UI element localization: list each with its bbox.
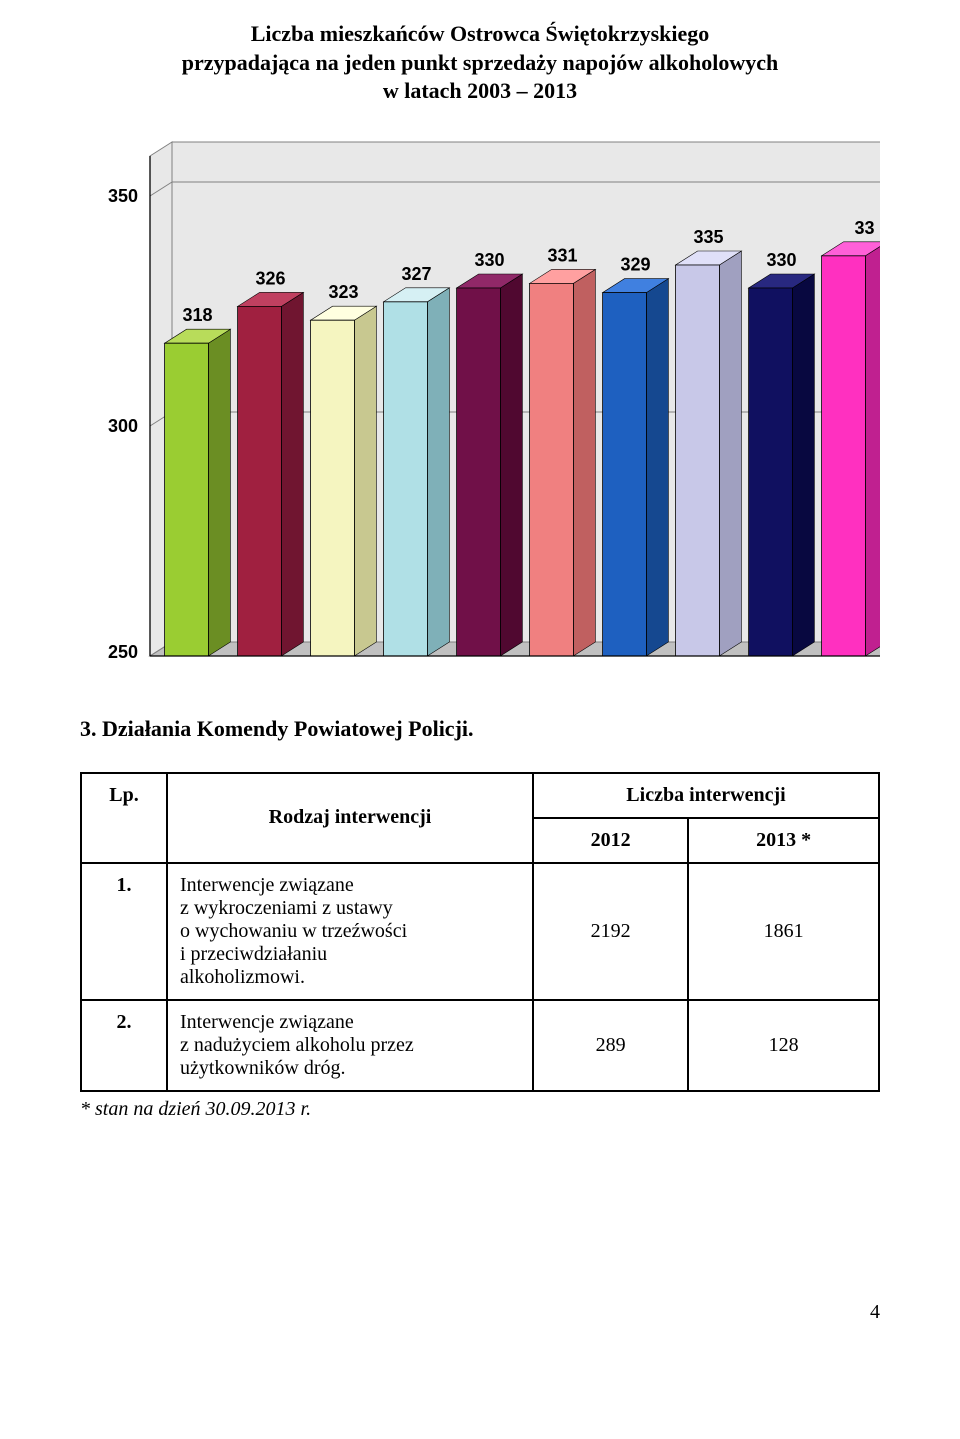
cell-value-2013: 128 — [688, 1000, 879, 1091]
svg-text:318: 318 — [182, 305, 212, 325]
section-heading: 3. Działania Komendy Powiatowej Policji. — [80, 716, 880, 742]
cell-lp: 1. — [81, 863, 167, 1000]
cell-value-2012: 2192 — [533, 863, 688, 1000]
svg-text:326: 326 — [255, 268, 285, 288]
svg-text:300: 300 — [108, 416, 138, 436]
svg-text:330: 330 — [766, 250, 796, 270]
svg-text:330: 330 — [474, 250, 504, 270]
svg-text:335: 335 — [693, 227, 723, 247]
th-year-1: 2012 — [533, 818, 688, 863]
page-number: 4 — [80, 1301, 880, 1324]
th-desc: Rodzaj interwencji — [167, 773, 533, 863]
table-row: 1.Interwencje związane z wykroczeniami z… — [81, 863, 879, 1000]
interwencje-table: Lp. Rodzaj interwencji Liczba interwencj… — [80, 772, 880, 1092]
th-group: Liczba interwencji — [533, 773, 879, 818]
bar-chart: 350 300 250 318 326 323 327 330 331 329 335 330 33 — [80, 136, 880, 676]
th-year-2: 2013 * — [688, 818, 879, 863]
cell-lp: 2. — [81, 1000, 167, 1091]
cell-desc: Interwencje związane z nadużyciem alkoho… — [167, 1000, 533, 1091]
cell-value-2012: 289 — [533, 1000, 688, 1091]
svg-text:323: 323 — [328, 282, 358, 302]
title-line-2: przypadająca na jeden punkt sprzedaży na… — [80, 49, 880, 78]
cell-desc: Interwencje związane z wykroczeniami z u… — [167, 863, 533, 1000]
footnote: * stan na dzień 30.09.2013 r. — [80, 1098, 880, 1121]
svg-text:350: 350 — [108, 186, 138, 206]
title-line-1: Liczba mieszkańców Ostrowca Świętokrzysk… — [80, 20, 880, 49]
table-row: 2.Interwencje związane z nadużyciem alko… — [81, 1000, 879, 1091]
cell-value-2013: 1861 — [688, 863, 879, 1000]
th-lp: Lp. — [81, 773, 167, 863]
svg-text:329: 329 — [620, 254, 650, 274]
svg-text:33: 33 — [855, 218, 875, 238]
svg-text:327: 327 — [401, 264, 431, 284]
svg-text:250: 250 — [108, 642, 138, 662]
page-title: Liczba mieszkańców Ostrowca Świętokrzysk… — [80, 20, 880, 106]
svg-text:331: 331 — [547, 245, 577, 265]
bar-chart-svg: 350 300 250 318 326 323 327 330 331 329 335 330 33 — [80, 136, 880, 676]
title-line-3: w latach 2003 – 2013 — [80, 77, 880, 106]
